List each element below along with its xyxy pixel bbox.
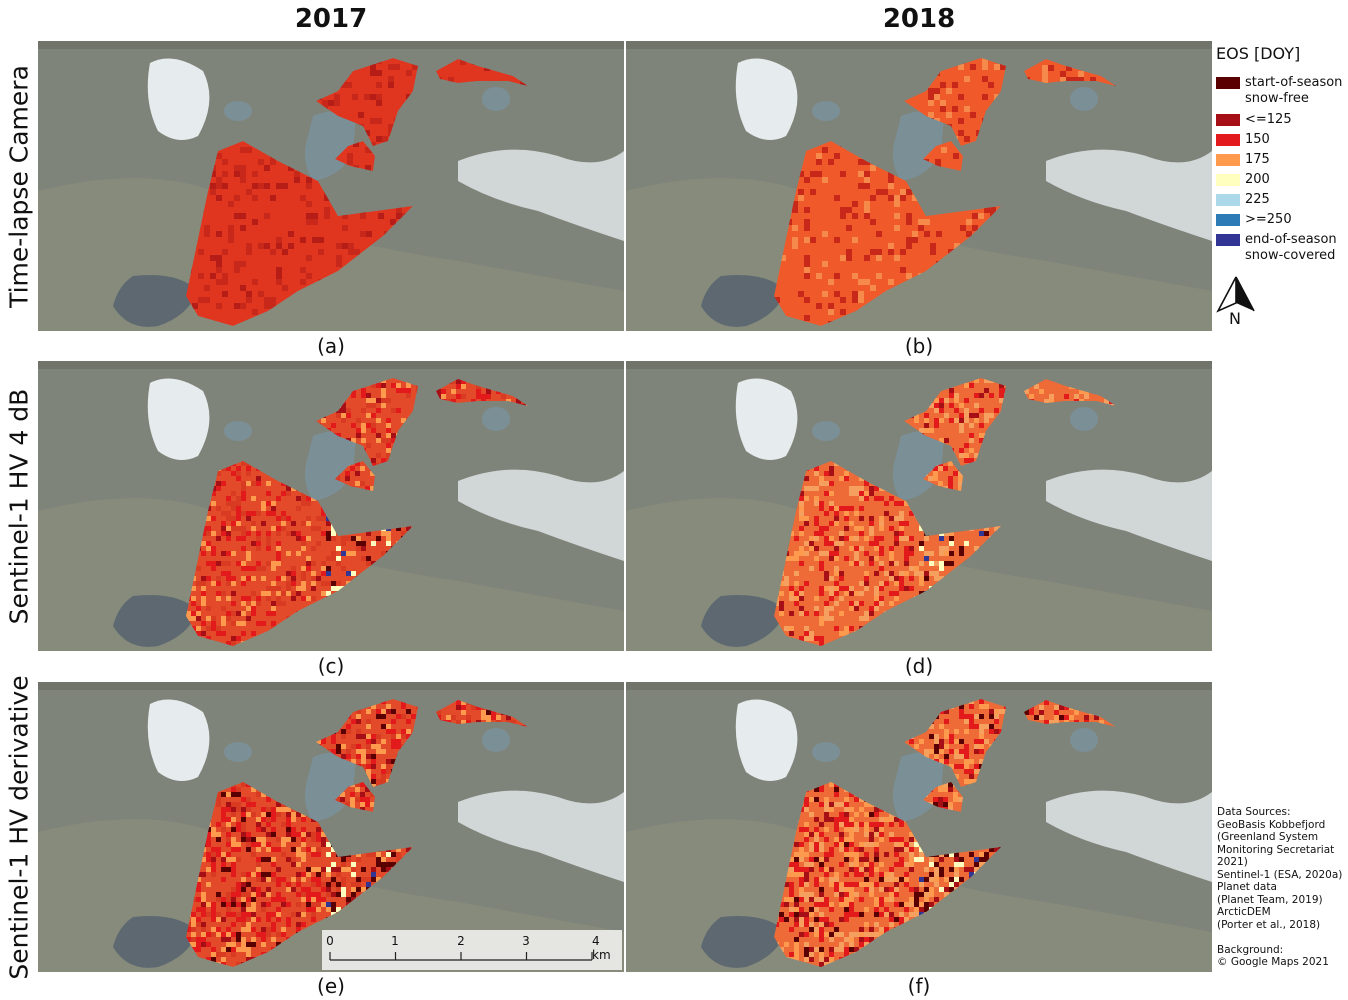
panel-caption-a: (a) (317, 334, 345, 358)
map-canvas-d (626, 361, 1212, 651)
legend-label: start-of-season snow-free (1245, 75, 1343, 106)
legend-item-150: 150 (1216, 132, 1346, 152)
panel-caption-f: (f) (907, 974, 931, 998)
legend-swatch (1216, 154, 1240, 166)
legend-item-start-of-season: start-of-season snow-free (1216, 75, 1346, 112)
legend-item-125: <=125 (1216, 112, 1346, 132)
map-panel-b (626, 41, 1212, 331)
legend-swatch (1216, 114, 1240, 126)
panel-caption-c: (c) (317, 654, 345, 678)
map-panel-f (626, 682, 1212, 972)
panel-caption-b: (b) (904, 334, 934, 358)
row-title-sentinel-1-hv-derivative: Sentinel-1 HV derivative (4, 675, 34, 980)
legend-label: end-of-season snow-covered (1245, 232, 1337, 263)
scale-tick-3: 3 (522, 934, 530, 948)
legend-label: 225 (1245, 192, 1270, 207)
map-canvas-f (626, 682, 1212, 972)
north-label: N (1229, 309, 1241, 328)
map-canvas-e (38, 682, 624, 972)
row-title-time-lapse-camera: Time-lapse Camera (4, 65, 34, 308)
legend-item-225: 225 (1216, 192, 1346, 212)
column-title-2017: 2017 (294, 4, 368, 34)
legend-label: 200 (1245, 172, 1270, 187)
scale-tick-4km: 4 km (592, 934, 611, 962)
panel-caption-e: (e) (317, 974, 345, 998)
legend-label: <=125 (1245, 112, 1292, 127)
legend-item-250: >=250 (1216, 212, 1346, 232)
map-canvas-c (38, 361, 624, 651)
legend-label: 175 (1245, 152, 1270, 167)
legend-swatch (1216, 174, 1240, 186)
legend-item-175: 175 (1216, 152, 1346, 172)
scale-tick-2: 2 (457, 934, 465, 948)
map-panel-d (626, 361, 1212, 651)
scale-tick-0: 0 (326, 934, 334, 948)
north-arrow-icon: N (1214, 275, 1258, 329)
legend-label: >=250 (1245, 212, 1292, 227)
legend-title: EOS [DOY] (1216, 44, 1301, 63)
row-title-sentinel-1-hv-4db: Sentinel-1 HV 4 dB (4, 388, 34, 625)
legend-swatch (1216, 234, 1240, 246)
map-panel-c (38, 361, 624, 651)
scale-bar: 0 1 2 3 4 km (322, 930, 622, 970)
legend: EOS [DOY] start-of-season snow-free <=12… (1216, 44, 1346, 269)
legend-swatch (1216, 134, 1240, 146)
data-sources-text: Data Sources: GeoBasis Kobbefjord (Green… (1217, 806, 1343, 968)
legend-item-end-of-season: end-of-season snow-covered (1216, 232, 1346, 269)
legend-swatch (1216, 194, 1240, 206)
column-title-2018: 2018 (882, 4, 956, 34)
legend-item-200: 200 (1216, 172, 1346, 192)
legend-swatch (1216, 77, 1240, 89)
panel-caption-d: (d) (904, 654, 934, 678)
map-panel-a (38, 41, 624, 331)
legend-swatch (1216, 214, 1240, 226)
map-canvas-b (626, 41, 1212, 331)
map-canvas-a (38, 41, 624, 331)
map-panel-e (38, 682, 624, 972)
scale-tick-1: 1 (391, 934, 399, 948)
legend-label: 150 (1245, 132, 1270, 147)
